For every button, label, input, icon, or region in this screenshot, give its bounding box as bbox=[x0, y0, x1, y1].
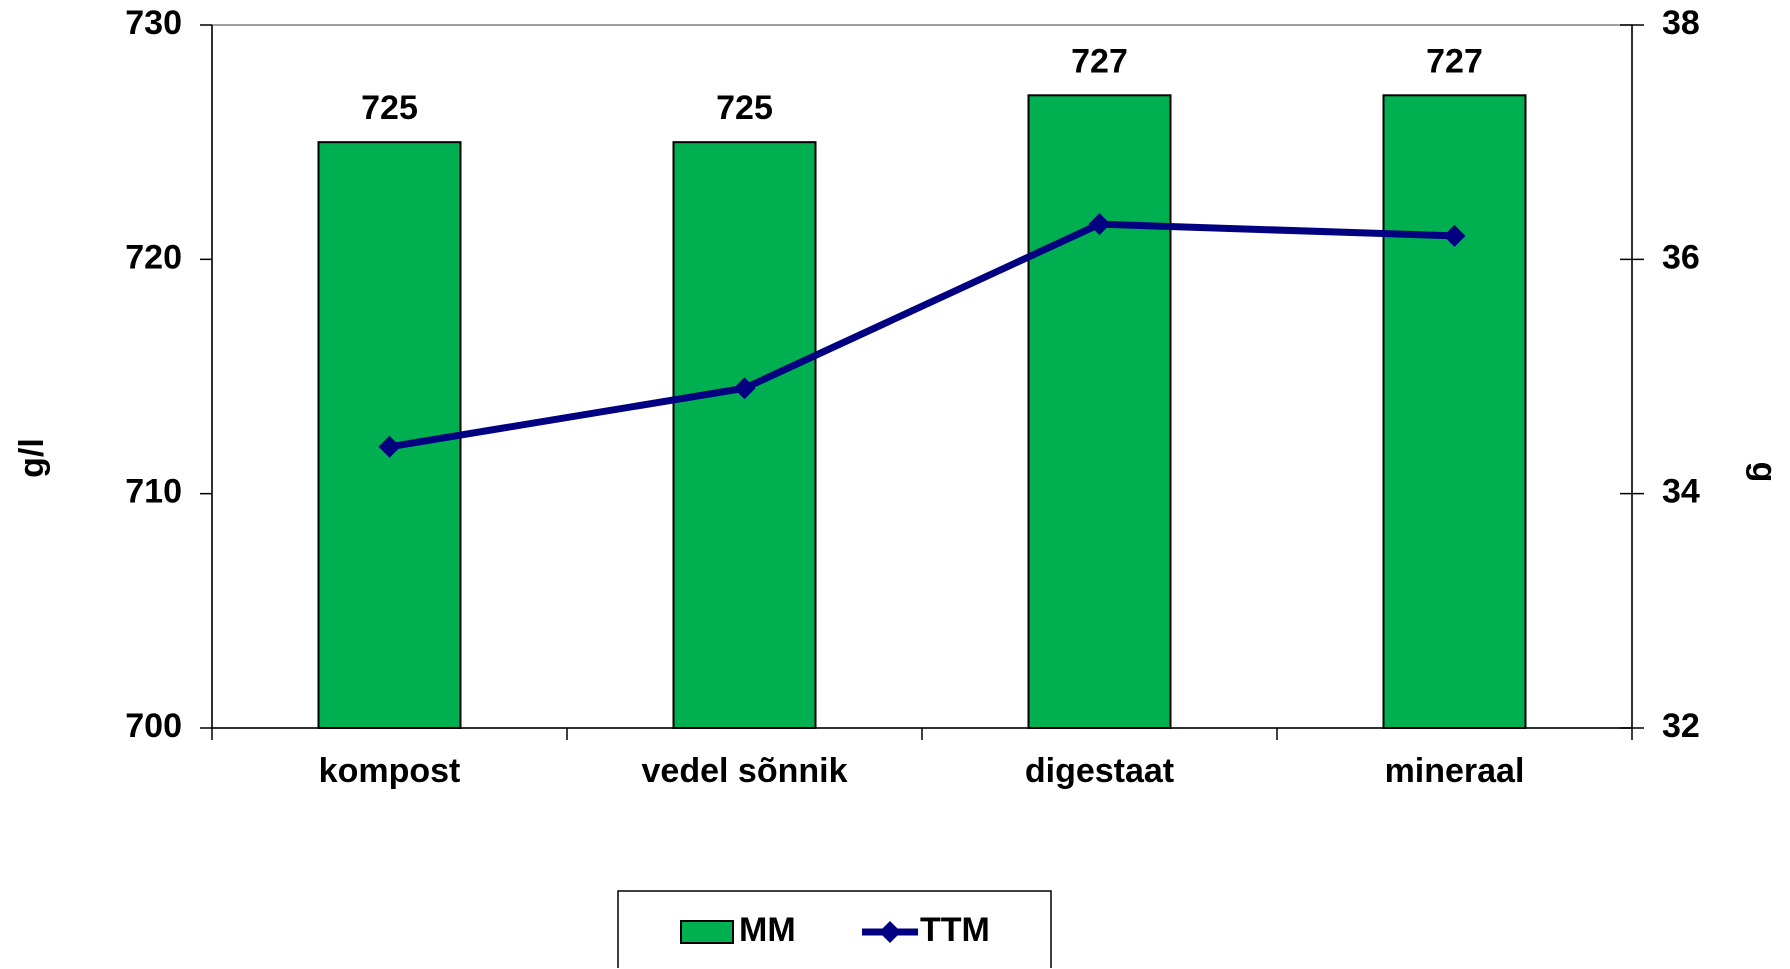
x-tick-label: vedel sõnnik bbox=[642, 752, 848, 790]
bar bbox=[317, 141, 462, 729]
y2-tick-label: 36 bbox=[1662, 238, 1700, 276]
legend-label: TTM bbox=[920, 911, 990, 949]
y-tick-label: 730 bbox=[125, 4, 182, 42]
marker bbox=[378, 435, 401, 458]
marker bbox=[1088, 213, 1111, 236]
x-tick-label: kompost bbox=[319, 752, 461, 790]
marker bbox=[1443, 224, 1466, 247]
data-label: 727 bbox=[1071, 42, 1128, 80]
y-tick-label: 710 bbox=[125, 473, 182, 511]
y2-tick-label: 34 bbox=[1662, 473, 1700, 511]
legend-swatch bbox=[680, 920, 734, 944]
y2-tick-label: 32 bbox=[1662, 707, 1700, 745]
legend-label: MM bbox=[739, 911, 796, 949]
bar bbox=[1027, 94, 1172, 730]
y2-axis-label: g bbox=[1745, 462, 1783, 483]
x-tick-label: mineraal bbox=[1385, 752, 1525, 790]
data-label: 727 bbox=[1426, 42, 1483, 80]
y2-tick-label: 38 bbox=[1662, 4, 1700, 42]
line bbox=[388, 220, 1455, 451]
legend-marker bbox=[879, 921, 901, 943]
x-tick-label: digestaat bbox=[1025, 752, 1174, 790]
marker bbox=[733, 377, 756, 400]
bar bbox=[672, 141, 817, 729]
y-axis-label: g/l bbox=[13, 438, 51, 478]
y-tick-label: 720 bbox=[125, 238, 182, 276]
data-label: 725 bbox=[361, 89, 418, 127]
bar bbox=[1382, 94, 1527, 730]
y-tick-label: 700 bbox=[125, 707, 182, 745]
data-label: 725 bbox=[716, 89, 773, 127]
